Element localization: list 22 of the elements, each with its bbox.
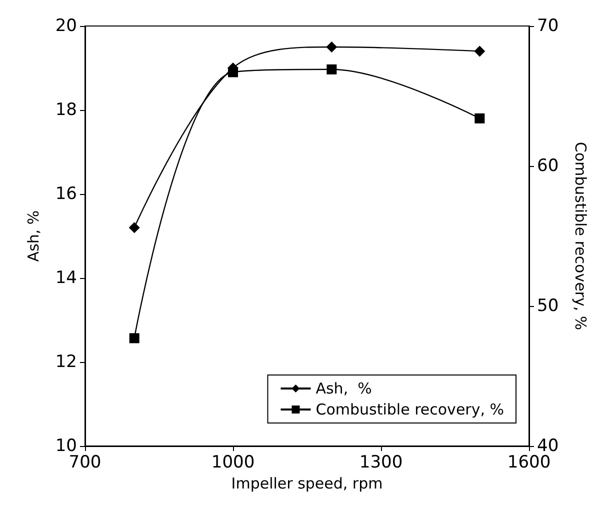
y2-tick-label: 60 <box>537 156 559 176</box>
y-tick-label: 20 <box>55 16 77 36</box>
point <box>129 333 140 344</box>
y-tick-label: 16 <box>55 184 77 204</box>
point <box>474 46 486 57</box>
y2-tick-label: 50 <box>537 296 559 316</box>
legend-label: Combustible recovery, % <box>316 400 504 418</box>
x-tick-label: 1300 <box>359 452 403 472</box>
y-axis-title: Ash, % <box>24 210 42 262</box>
x-tick-label: 1000 <box>211 452 255 472</box>
point <box>228 67 238 78</box>
point <box>326 42 338 52</box>
legend-label: Ash, % <box>316 380 372 398</box>
y-tick-label: 12 <box>55 352 77 372</box>
y2-axis-title: Combustible recovery, % <box>572 142 590 330</box>
y2-tick-label: 70 <box>537 16 559 36</box>
point <box>128 222 140 234</box>
y-tick-label: 14 <box>55 268 77 288</box>
point <box>474 113 485 124</box>
point <box>326 64 337 74</box>
y-tick-label: 18 <box>55 100 77 120</box>
x-axis-title: Impeller speed, rpm <box>231 474 383 492</box>
